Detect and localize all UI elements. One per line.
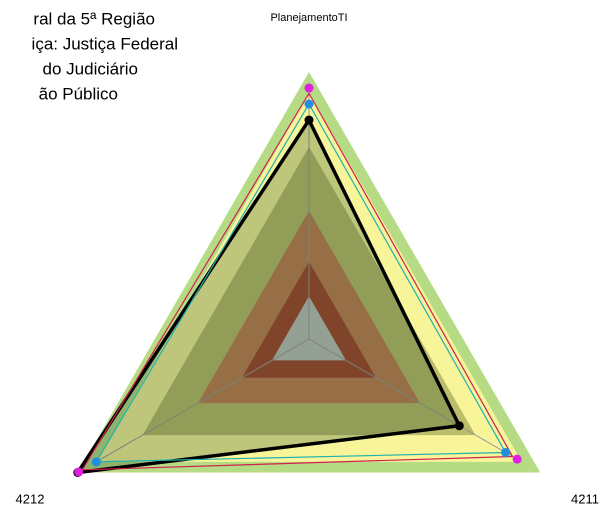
series-area xyxy=(77,120,460,473)
series-line xyxy=(76,118,462,475)
axis-label: 4211 xyxy=(571,491,599,506)
axis-spoke xyxy=(96,338,310,463)
series-point xyxy=(304,99,314,109)
series-point xyxy=(304,83,314,93)
axis-label: PlanejamentoTI xyxy=(270,12,347,24)
legend: ral da 5ª Região iça: Justiça Federal do… xyxy=(32,9,178,103)
series-point xyxy=(91,457,101,467)
series-point xyxy=(454,421,464,431)
legend-entry: iça: Justiça Federal xyxy=(32,34,178,53)
series-point xyxy=(74,467,84,477)
series-point xyxy=(501,447,511,457)
series-line xyxy=(81,92,514,471)
series-line xyxy=(95,103,507,463)
legend-entry: ral da 5ª Região xyxy=(33,9,155,28)
series-point xyxy=(304,115,314,125)
axis-spoke xyxy=(308,338,522,463)
axis-label: 4212 xyxy=(16,491,45,506)
legend-entry: ão Público xyxy=(39,84,118,103)
legend-entry: do Judiciário xyxy=(43,59,138,78)
series-point xyxy=(512,454,522,464)
